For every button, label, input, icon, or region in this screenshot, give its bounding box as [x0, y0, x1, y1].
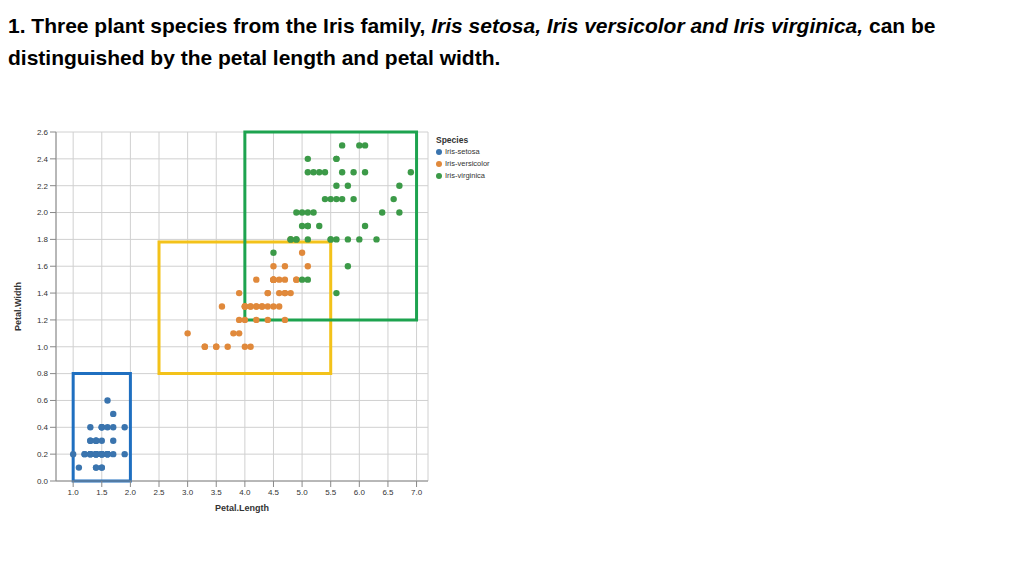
svg-text:0.2: 0.2 — [37, 450, 49, 459]
svg-text:2.0: 2.0 — [37, 208, 49, 217]
html-text:Iris-setosa: Iris-setosa — [445, 147, 480, 156]
svg-text:1.6: 1.6 — [37, 262, 49, 271]
svg-text:0.6: 0.6 — [37, 396, 49, 405]
html-text:Iris-virginica: Iris-virginica — [445, 171, 485, 180]
svg-text:2.4: 2.4 — [37, 155, 49, 164]
svg-text:0.4: 0.4 — [37, 423, 49, 432]
svg-text:0.0: 0.0 — [37, 477, 49, 486]
html-text:Species: Species — [436, 135, 469, 145]
svg-text:Petal.Length: Petal.Length — [215, 503, 269, 513]
svg-text:5.5: 5.5 — [325, 488, 337, 497]
svg-text:3.5: 3.5 — [211, 488, 223, 497]
svg-text:4.5: 4.5 — [268, 488, 280, 497]
svg-text:0.8: 0.8 — [37, 369, 49, 378]
svg-text:1.8: 1.8 — [37, 235, 49, 244]
svg-text:Petal.Width: Petal.Width — [13, 282, 23, 331]
svg-text:3.0: 3.0 — [182, 488, 194, 497]
svg-text:1.0: 1.0 — [68, 488, 80, 497]
html-text:1. Three plant species from th: 1. Three plant species from the Iris fam… — [8, 14, 936, 69]
svg-text:7.0: 7.0 — [411, 488, 423, 497]
svg-text:2.0: 2.0 — [125, 488, 137, 497]
svg-text:1.4: 1.4 — [37, 289, 49, 298]
svg-text:2.6: 2.6 — [37, 128, 49, 137]
svg-text:5.0: 5.0 — [297, 488, 309, 497]
svg-text:1.5: 1.5 — [96, 488, 108, 497]
svg-text:6.0: 6.0 — [354, 488, 366, 497]
svg-text:1.2: 1.2 — [37, 316, 49, 325]
html-text:Iris-versicolor: Iris-versicolor — [445, 159, 490, 168]
svg-text:2.5: 2.5 — [153, 488, 165, 497]
svg-text:4.0: 4.0 — [239, 488, 251, 497]
svg-text:1.0: 1.0 — [37, 343, 49, 352]
svg-text:6.5: 6.5 — [382, 488, 394, 497]
svg-text:2.2: 2.2 — [37, 182, 49, 191]
